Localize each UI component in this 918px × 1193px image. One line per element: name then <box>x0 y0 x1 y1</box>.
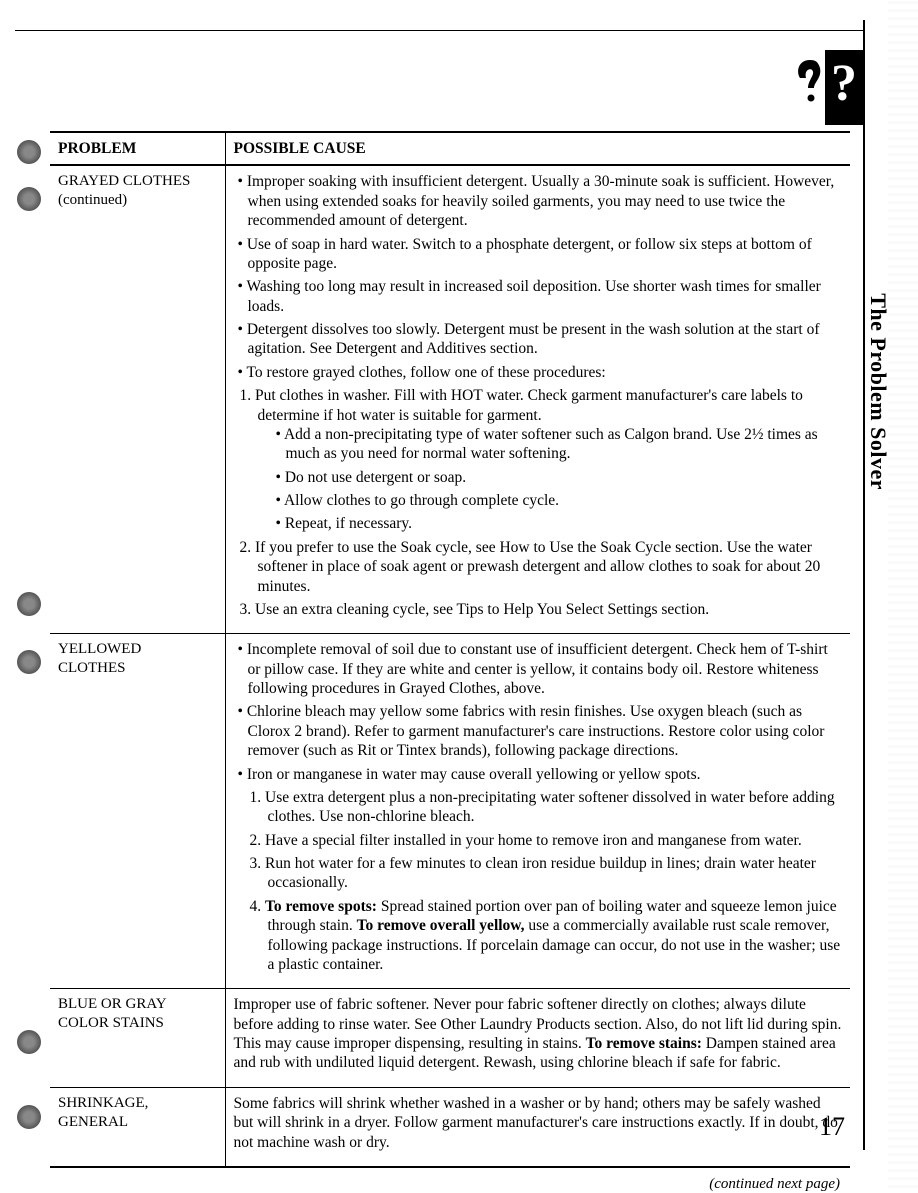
problem-cell: SHRINKAGE,GENERAL <box>50 1087 225 1167</box>
cause-cell: Improper use of fabric softener. Never p… <box>225 989 850 1088</box>
cause-cell: Incomplete removal of soil due to consta… <box>225 634 850 989</box>
page-number: 17 <box>819 1112 845 1142</box>
document-page: ? PROBLEM POSSIBLE CAUSE GRAYED CLOTHES(… <box>15 20 865 1150</box>
top-rule <box>15 30 863 31</box>
table-row: SHRINKAGE,GENERALSome fabrics will shrin… <box>50 1087 850 1167</box>
question-mark-icon: ? <box>788 50 863 125</box>
problem-cell: YELLOWEDCLOTHES <box>50 634 225 989</box>
binder-hole <box>17 1105 41 1129</box>
table-row: GRAYED CLOTHES(continued)Improper soakin… <box>50 165 850 633</box>
table-row: BLUE OR GRAYCOLOR STAINSImproper use of … <box>50 989 850 1088</box>
binder-hole <box>17 592 41 616</box>
table-row: YELLOWEDCLOTHESIncomplete removal of soi… <box>50 634 850 989</box>
problem-cell: GRAYED CLOTHES(continued) <box>50 165 225 633</box>
troubleshooting-table: PROBLEM POSSIBLE CAUSE GRAYED CLOTHES(co… <box>50 131 850 1168</box>
svg-text:?: ? <box>831 55 857 112</box>
binder-hole <box>17 187 41 211</box>
binder-hole <box>17 140 41 164</box>
table-body: GRAYED CLOTHES(continued)Improper soakin… <box>50 165 850 1167</box>
binder-holes <box>15 20 45 1150</box>
cause-cell: Some fabrics will shrink whether washed … <box>225 1087 850 1167</box>
cause-cell: Improper soaking with insufficient deter… <box>225 165 850 633</box>
binder-hole <box>17 650 41 674</box>
column-header-problem: PROBLEM <box>50 132 225 165</box>
troubleshooting-table-wrap: PROBLEM POSSIBLE CAUSE GRAYED CLOTHES(co… <box>50 131 850 1193</box>
binder-hole <box>17 1030 41 1054</box>
problem-cell: BLUE OR GRAYCOLOR STAINS <box>50 989 225 1088</box>
column-header-cause: POSSIBLE CAUSE <box>225 132 850 165</box>
continued-note: (continued next page) <box>50 1176 850 1193</box>
scan-artifact-edge <box>888 0 918 1188</box>
